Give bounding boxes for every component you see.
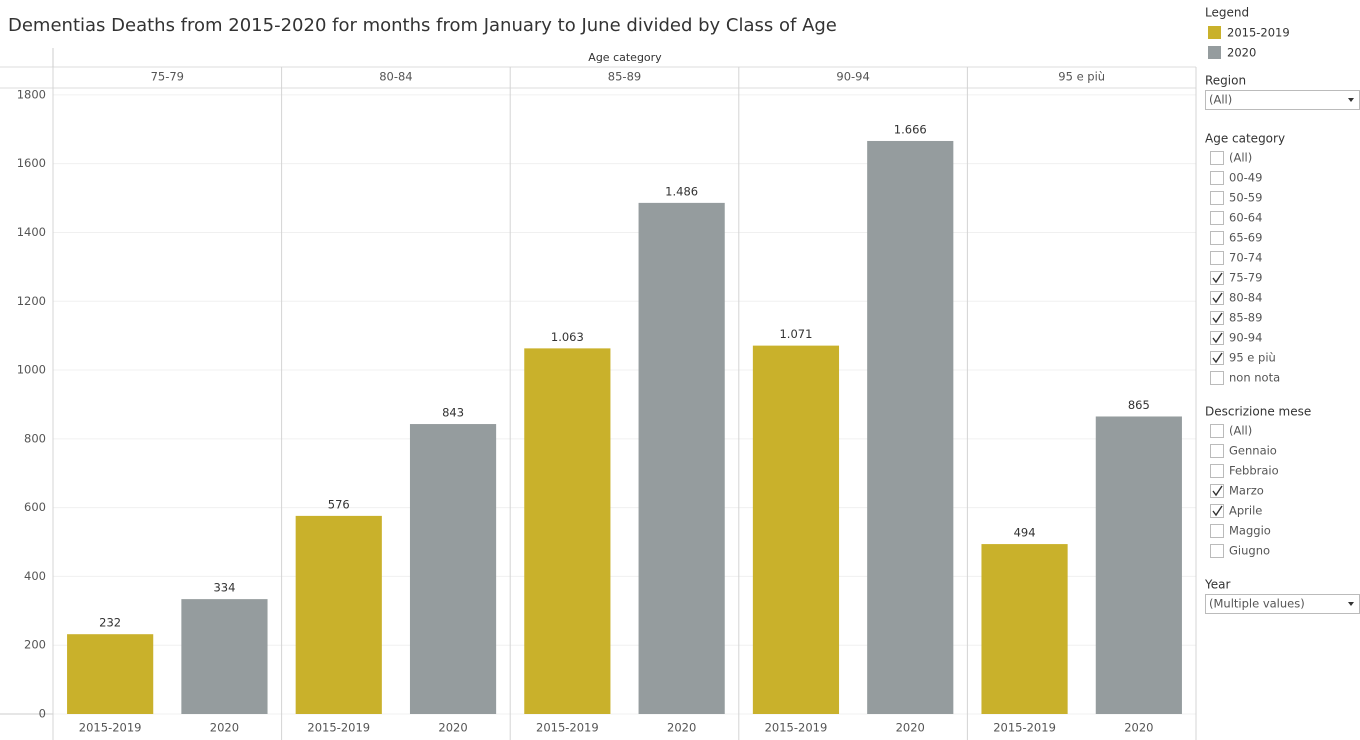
checkbox-label: Giugno — [1229, 544, 1270, 558]
x-tick-label: 2015-2019 — [536, 721, 599, 735]
checkbox-label: 90-94 — [1229, 331, 1262, 345]
x-axis-title: Age category — [588, 51, 662, 64]
bar — [752, 345, 840, 714]
checkbox[interactable] — [1210, 231, 1224, 245]
x-tick-label: 2015-2019 — [79, 721, 142, 735]
data-label: 1.666 — [894, 122, 927, 136]
checkmark — [1212, 332, 1223, 344]
x-tick-label: 2020 — [438, 721, 467, 735]
category-label: 85-89 — [608, 70, 641, 84]
y-tick-label: 400 — [24, 569, 46, 583]
legend-label: 2020 — [1227, 46, 1256, 60]
legend-swatch — [1208, 26, 1221, 39]
checkbox-label: Maggio — [1229, 524, 1271, 538]
bar — [638, 202, 725, 714]
data-label: 232 — [99, 616, 121, 630]
checkbox-label: Aprile — [1229, 504, 1262, 518]
checkmark — [1212, 272, 1223, 284]
checkbox-label: 65-69 — [1229, 231, 1262, 245]
checkbox-label: non nota — [1229, 371, 1280, 385]
bar — [295, 515, 382, 714]
checkbox[interactable] — [1210, 544, 1224, 558]
dropdown-value: (Multiple values) — [1209, 597, 1305, 611]
y-tick-label: 1000 — [17, 363, 46, 377]
x-tick-label: 2015-2019 — [765, 721, 828, 735]
category-label: 75-79 — [151, 70, 184, 84]
legend-label: 2015-2019 — [1227, 26, 1290, 40]
data-label: 494 — [1014, 526, 1036, 540]
filter-title: Age category — [1205, 132, 1285, 146]
y-tick-label: 1600 — [17, 156, 46, 170]
checkmark — [1212, 312, 1223, 324]
bar — [867, 140, 954, 714]
bar — [409, 424, 497, 714]
chart-title: Dementias Deaths from 2015-2020 for mont… — [8, 15, 837, 36]
checkbox[interactable] — [1210, 371, 1224, 385]
x-tick-label: 2015-2019 — [993, 721, 1056, 735]
x-tick-label: 2020 — [1124, 721, 1153, 735]
legend-title: Legend — [1205, 6, 1249, 20]
checkbox[interactable] — [1210, 211, 1224, 225]
checkbox[interactable] — [1210, 251, 1224, 265]
checkbox-label: (All) — [1229, 424, 1252, 438]
dropdown-arrow — [1348, 98, 1354, 102]
bar — [1095, 416, 1182, 714]
category-label: 95 e più — [1058, 70, 1105, 84]
bar — [524, 348, 611, 714]
checkbox-label: 85-89 — [1229, 311, 1262, 325]
bar — [981, 544, 1068, 714]
checkbox[interactable] — [1210, 171, 1224, 185]
filter-title: Region — [1205, 74, 1246, 88]
dropdown-arrow — [1348, 602, 1354, 606]
checkbox[interactable] — [1210, 191, 1224, 205]
data-label: 1.486 — [665, 184, 698, 198]
checkbox-label: 70-74 — [1229, 251, 1262, 265]
category-label: 90-94 — [836, 70, 869, 84]
y-tick-label: 800 — [24, 431, 46, 445]
y-tick-label: 200 — [24, 638, 46, 652]
bar — [181, 599, 268, 714]
y-tick-label: 600 — [24, 500, 46, 514]
checkbox-label: 80-84 — [1229, 291, 1262, 305]
checkbox[interactable] — [1210, 524, 1224, 538]
data-label: 1.071 — [779, 327, 812, 341]
y-tick-label: 1800 — [17, 87, 46, 101]
y-tick-label: 0 — [39, 707, 46, 721]
bar — [67, 634, 154, 714]
data-label: 1.063 — [551, 330, 584, 344]
checkbox[interactable] — [1210, 444, 1224, 458]
checkbox[interactable] — [1210, 151, 1224, 165]
checkmark — [1212, 505, 1223, 517]
checkbox-label: Marzo — [1229, 484, 1264, 498]
checkbox-label: Gennaio — [1229, 444, 1277, 458]
x-tick-label: 2020 — [896, 721, 925, 735]
dropdown-value: (All) — [1209, 93, 1232, 107]
data-label: 843 — [442, 406, 464, 420]
x-tick-label: 2015-2019 — [307, 721, 370, 735]
checkbox-label: Febbraio — [1229, 464, 1279, 478]
legend-swatch — [1208, 46, 1221, 59]
y-tick-label: 1400 — [17, 225, 46, 239]
checkmark — [1212, 292, 1223, 304]
checkbox-label: 95 e più — [1229, 351, 1276, 365]
data-label: 865 — [1128, 398, 1150, 412]
category-label: 80-84 — [379, 70, 412, 84]
data-label: 334 — [213, 581, 235, 595]
data-label: 576 — [328, 497, 350, 511]
checkbox[interactable] — [1210, 424, 1224, 438]
checkbox-label: (All) — [1229, 151, 1252, 165]
checkmark — [1212, 352, 1223, 364]
x-tick-label: 2020 — [667, 721, 696, 735]
filter-title: Year — [1204, 578, 1230, 592]
checkbox-label: 50-59 — [1229, 191, 1262, 205]
y-tick-label: 1200 — [17, 294, 46, 308]
x-tick-label: 2020 — [210, 721, 239, 735]
checkbox[interactable] — [1210, 464, 1224, 478]
checkmark — [1212, 485, 1223, 497]
checkbox-label: 60-64 — [1229, 211, 1262, 225]
checkbox-label: 00-49 — [1229, 171, 1262, 185]
filter-title: Descrizione mese — [1205, 405, 1311, 419]
checkbox-label: 75-79 — [1229, 271, 1262, 285]
